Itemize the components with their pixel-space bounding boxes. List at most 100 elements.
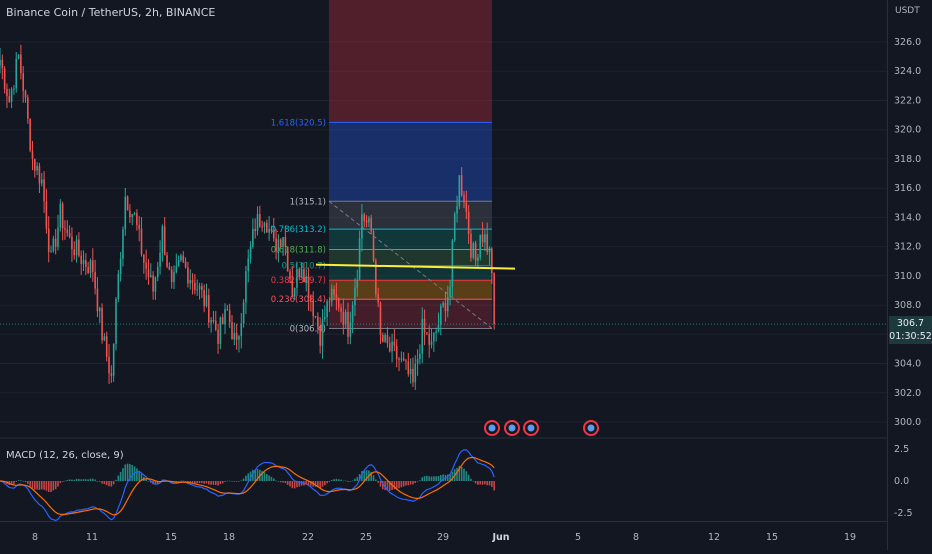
- macd-histogram-bar: [219, 481, 222, 485]
- fib-zone: [329, 280, 492, 300]
- macd-histogram-bar: [296, 481, 298, 488]
- candle-body: [205, 295, 208, 307]
- macd-histogram-bar: [59, 481, 62, 484]
- candle-body: [108, 356, 110, 374]
- macd-histogram-bar: [437, 476, 440, 481]
- macd-histogram: [0, 463, 495, 493]
- candle-body: [163, 226, 166, 256]
- price-tick-label: 300.0: [894, 417, 921, 428]
- macd-histogram-bar: [150, 481, 152, 483]
- macd-line: [0, 449, 495, 522]
- candle-body: [421, 318, 424, 354]
- macd-histogram-bar: [138, 470, 140, 481]
- macd-histogram-bar: [47, 481, 50, 493]
- macd-histogram-bar: [136, 468, 138, 481]
- candle-body: [45, 201, 48, 229]
- candle-body: [300, 269, 303, 278]
- macd-histogram-bar: [110, 481, 113, 487]
- macd-histogram-bar: [298, 481, 301, 487]
- macd-histogram-bar: [435, 476, 437, 481]
- candle-body: [36, 165, 38, 171]
- candle-body: [354, 287, 356, 306]
- macd-histogram-bar: [344, 480, 347, 482]
- candle-body: [342, 311, 345, 325]
- macd-histogram-bar: [29, 481, 31, 487]
- candle-body: [110, 373, 113, 376]
- candle-body: [286, 246, 289, 272]
- macd-histogram-bar: [379, 481, 382, 487]
- candle-body: [38, 165, 41, 184]
- candle-body: [228, 310, 231, 323]
- macd-histogram-bar: [233, 481, 236, 482]
- macd-histogram-bar: [263, 472, 266, 481]
- candle-body: [384, 335, 386, 342]
- macd-histogram-bar: [78, 478, 80, 481]
- price-tick-label: 320.0: [894, 125, 921, 136]
- candle-body: [247, 258, 250, 272]
- macd-histogram-bar: [477, 481, 479, 485]
- last-price-tag: 306.7 01:30:52: [889, 316, 932, 344]
- candle-body: [259, 214, 261, 227]
- candle-body: [224, 309, 226, 325]
- price-tick-label: 324.0: [894, 66, 921, 77]
- macd-histogram-bar: [87, 479, 89, 481]
- candle-body: [393, 341, 396, 346]
- macd-histogram-bar: [247, 473, 250, 481]
- candle-body: [59, 203, 62, 228]
- time-tick-label: 5: [575, 532, 581, 543]
- candle-body: [156, 266, 159, 278]
- macd-histogram-bar: [52, 481, 55, 491]
- macd-histogram-bar: [231, 481, 233, 482]
- candle-body: [340, 307, 342, 312]
- macd-histogram-bar: [66, 479, 69, 481]
- candle-body: [493, 273, 495, 325]
- candle-body: [96, 288, 99, 312]
- macd-histogram-bar: [96, 481, 99, 482]
- event-marker-icon: [484, 420, 500, 436]
- candle-body: [433, 332, 435, 342]
- candle-body: [249, 246, 252, 259]
- candle-body: [242, 302, 245, 324]
- candle-body: [136, 213, 138, 225]
- fib-level-label: 0.382(309.7): [271, 276, 326, 286]
- candle-body: [377, 294, 379, 303]
- macd-histogram-bar: [282, 481, 284, 483]
- macd-histogram-bar: [249, 471, 252, 481]
- macd-histogram-bar: [89, 478, 92, 481]
- macd-histogram-bar: [426, 475, 428, 481]
- macd-histogram-bar: [402, 481, 405, 487]
- candle-body: [356, 279, 359, 288]
- candle-body: [94, 272, 96, 289]
- candle-body: [3, 68, 6, 89]
- macd-histogram-bar: [412, 481, 414, 485]
- price-tick-label: 312.0: [894, 242, 921, 253]
- macd-histogram-bar: [472, 480, 475, 482]
- candle-body: [92, 260, 94, 273]
- candle-body: [416, 359, 419, 364]
- event-marker-icon: [583, 420, 599, 436]
- candle-body: [240, 323, 243, 337]
- macd-histogram-bar: [268, 475, 270, 481]
- candle-body: [66, 229, 69, 234]
- macd-histogram-bar: [119, 471, 122, 481]
- macd-histogram-bar: [124, 464, 127, 481]
- candle-body: [484, 234, 486, 243]
- candle-body: [87, 267, 89, 273]
- macd-histogram-bar: [326, 481, 328, 484]
- macd-histogram-bar: [145, 479, 147, 481]
- macd-histogram-bar: [82, 479, 85, 481]
- price-tick-label: 302.0: [894, 388, 921, 399]
- macd-histogram-bar: [115, 479, 117, 481]
- macd-histogram-bar: [279, 481, 282, 483]
- candle-body: [303, 269, 305, 283]
- macd-histogram-bar: [117, 475, 120, 481]
- candle-body: [82, 260, 85, 265]
- time-tick-label: 15: [766, 532, 778, 543]
- candle-body: [57, 227, 59, 247]
- macd-histogram-bar: [140, 474, 143, 481]
- macd-histogram-bar: [147, 481, 150, 482]
- macd-histogram-bar: [154, 481, 157, 485]
- candle-body: [159, 252, 161, 267]
- candle-body: [379, 302, 382, 335]
